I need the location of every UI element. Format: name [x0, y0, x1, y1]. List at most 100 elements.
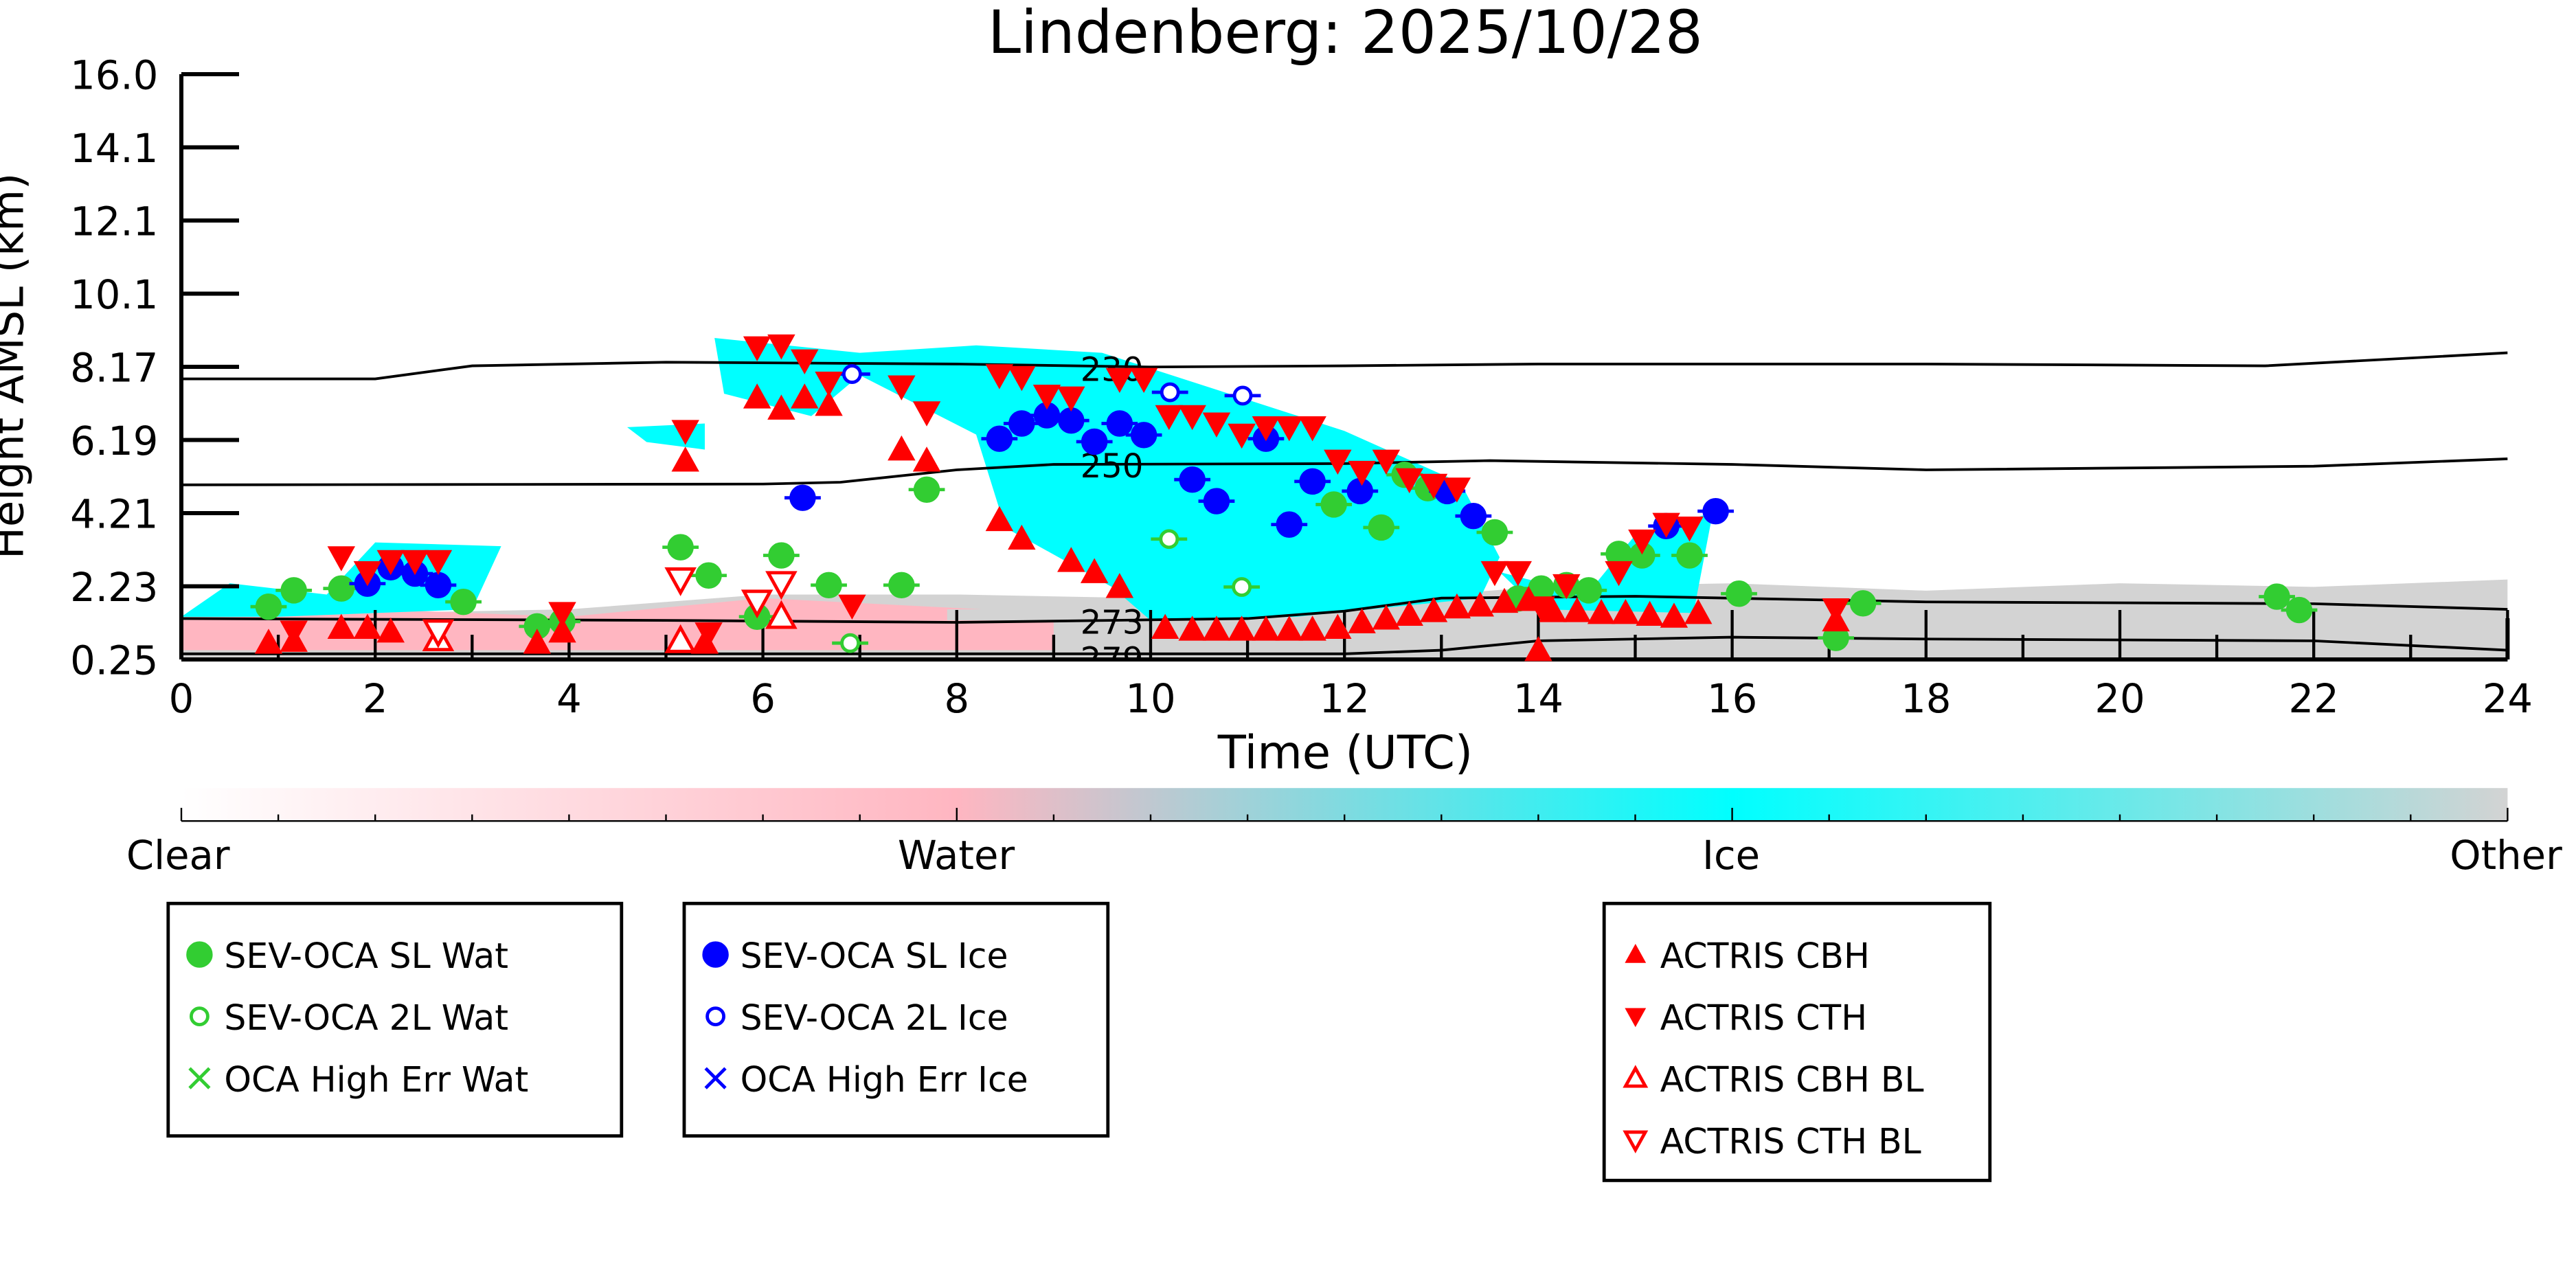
point-sev-oca-sl-wat: [1368, 514, 1395, 541]
x-tick-label: 16: [1707, 676, 1757, 722]
x-tick-label: 20: [2094, 676, 2145, 722]
point-actris-cth: [1155, 405, 1184, 431]
legend-label-oca-high-err-wat: OCA High Err Wat: [224, 1059, 528, 1100]
legend-box: [166, 901, 624, 1138]
other-region: [947, 609, 1131, 621]
point-actris-cbh: [912, 447, 941, 472]
legends: SEV-OCA SL Wat SEV-OCA 2L Wat OCA High Err…: [166, 901, 1992, 1182]
point-actris-cth-bl: [422, 619, 455, 648]
point-actris-cth: [1178, 405, 1206, 431]
point-actris-cbh: [888, 435, 916, 461]
point-actris-cth: [1419, 473, 1448, 499]
sev-oca-2l-wat-legend-icon: [190, 1006, 210, 1026]
point-actris-cth: [743, 336, 771, 362]
point-actris-cth: [838, 594, 866, 620]
point-actris-cth-bl: [741, 589, 773, 619]
point-actris-cth: [1202, 412, 1231, 438]
point-actris-cth: [376, 550, 405, 576]
x-tick-label: 4: [556, 676, 582, 722]
point-actris-cbh: [1080, 558, 1109, 583]
point-sev-oca-sl-wat: [768, 542, 795, 569]
point-actris-cbh: [1419, 597, 1448, 622]
y-tick-label: 6.19: [70, 418, 158, 464]
legend-label-actris-cth: ACTRIS CTH: [1660, 997, 1867, 1038]
point-actris-cbh: [1612, 598, 1640, 624]
point-sev-oca-sl-ice: [1203, 488, 1230, 515]
data-markers: [250, 334, 2318, 662]
x-tick-label: 18: [1901, 676, 1951, 722]
point-actris-cbh: [1298, 615, 1326, 641]
point-actris-cbh: [1563, 597, 1592, 622]
x-tick-label: 24: [2483, 676, 2533, 722]
legend-label-sev-oca-2l-ice: SEV-OCA 2L Ice: [741, 997, 1008, 1038]
legend-label-oca-high-err-ice: OCA High Err Ice: [741, 1059, 1028, 1100]
colorbar-label-water: Water: [898, 833, 1015, 879]
point-actris-cbh: [1587, 598, 1616, 624]
actris-cbh-legend-icon: [1625, 943, 1647, 963]
point-actris-cbh-bl: [765, 600, 798, 629]
point-sev-oca-sl-wat: [2263, 583, 2290, 610]
point-sev-oca-sl-ice: [1299, 468, 1326, 495]
point-sev-oca-sl-ice: [1702, 497, 1729, 525]
point-actris-cbh: [671, 447, 699, 472]
point-actris-cth: [280, 620, 308, 646]
point-actris-cth: [1105, 368, 1134, 394]
point-actris-cth: [1395, 468, 1423, 494]
oca-high-err-wat-legend-icon: [188, 1067, 211, 1089]
point-actris-cth: [985, 364, 1014, 389]
point-actris-cbh: [767, 394, 795, 420]
point-sev-oca-2l-ice: [842, 364, 862, 384]
contour-label-279: 279: [1081, 640, 1144, 679]
point-actris-cth: [694, 622, 723, 648]
x-tick-label: 22: [2289, 676, 2339, 722]
actris-cth-bl-legend-icon: [1623, 1130, 1649, 1153]
point-actris-cbh: [985, 506, 1014, 532]
point-sev-oca-2l-wat: [840, 633, 860, 653]
x-tick-label: 14: [1513, 676, 1563, 722]
point-sev-oca-2l-ice: [1232, 385, 1253, 406]
point-actris-cth: [1652, 512, 1680, 538]
y-tick-label: 8.17: [70, 346, 158, 392]
point-actris-cth: [1057, 386, 1085, 412]
legend-box: [1602, 901, 1992, 1182]
point-actris-cbh: [1228, 615, 1256, 641]
x-tick-label: 10: [1125, 676, 1175, 722]
legend-label-actris-cth-bl: ACTRIS CTH BL: [1660, 1121, 1921, 1162]
point-sev-oca-sl-ice: [1008, 410, 1035, 437]
chart-title: Lindenberg: 2025/10/28: [988, 0, 1703, 67]
point-actris-cbh: [1252, 615, 1280, 641]
point-sev-oca-sl-wat: [1320, 491, 1347, 518]
legend-label-actris-cbh-bl: ACTRIS CBH BL: [1660, 1059, 1924, 1100]
point-sev-oca-sl-ice: [789, 484, 816, 511]
point-actris-cth: [1298, 416, 1326, 442]
y-axis-label: Height AMSL (km): [0, 173, 34, 559]
point-actris-cth: [1504, 561, 1532, 587]
point-actris-cth: [1032, 384, 1061, 410]
point-sev-oca-2l-ice: [1160, 382, 1180, 403]
point-sev-oca-sl-wat: [1676, 542, 1703, 569]
point-actris-cth: [548, 602, 576, 627]
legend-label-sev-oca-2l-wat: SEV-OCA 2L Wat: [224, 997, 508, 1038]
point-actris-cbh: [1008, 524, 1036, 550]
point-actris-cbh: [1275, 615, 1303, 641]
point-actris-cbh-bl: [664, 624, 697, 653]
x-tick-label: 2: [363, 676, 388, 722]
point-sev-oca-sl-ice: [1179, 466, 1206, 493]
x-tick-label: 6: [750, 676, 776, 722]
point-actris-cth: [1129, 368, 1158, 394]
point-actris-cth: [400, 550, 429, 576]
point-actris-cth: [1228, 423, 1256, 449]
y-tick-label: 0.25: [70, 638, 158, 684]
point-sev-oca-sl-ice: [986, 425, 1013, 452]
colorbar-label-other: Other: [2450, 833, 2562, 879]
point-actris-cth: [671, 420, 699, 445]
colorbar: Clear Water Ice Other: [126, 788, 2562, 879]
point-actris-cbh: [1684, 598, 1713, 624]
point-sev-oca-sl-ice: [1346, 477, 1373, 505]
point-actris-cth: [1552, 574, 1581, 600]
point-sev-oca-2l-wat: [1232, 577, 1252, 597]
point-sev-oca-sl-ice: [1130, 422, 1157, 449]
point-actris-cbh: [743, 383, 771, 409]
point-actris-cth: [1008, 365, 1036, 392]
